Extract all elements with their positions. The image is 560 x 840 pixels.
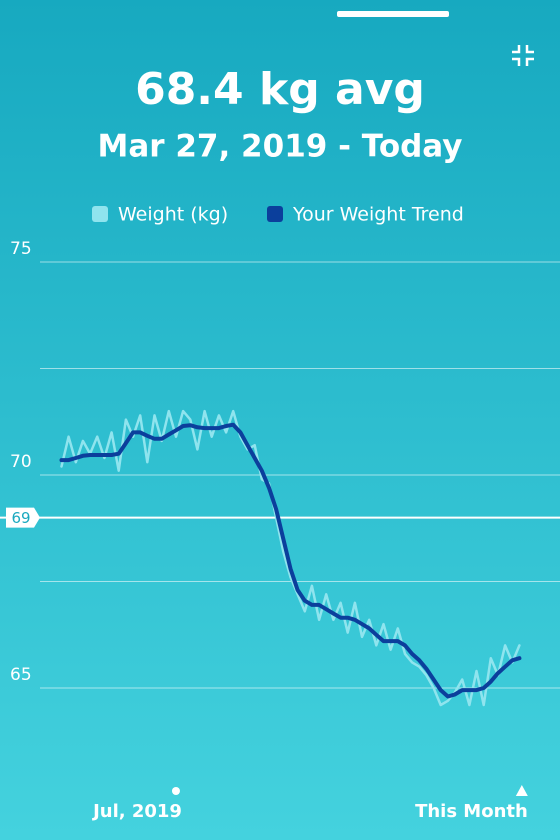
goal-label: 69 — [11, 509, 30, 527]
legend: Weight (kg) Your Weight Trend — [92, 204, 464, 226]
collapse-icon[interactable] — [512, 45, 534, 66]
legend-swatch — [92, 206, 108, 222]
x-tick-marker — [171, 787, 180, 795]
chart-subtitle: Mar 27, 2019 - Today — [98, 129, 463, 165]
weight-line — [60, 409, 521, 707]
goal-tag — [6, 507, 40, 528]
legend-label: Your Weight Trend — [292, 204, 464, 226]
y-tick-label: 65 — [10, 665, 32, 685]
chart-title: 68.4 kg avg — [135, 64, 425, 115]
legend-label: Weight (kg) — [118, 204, 228, 226]
tab-indicator — [337, 11, 449, 17]
y-tick-label: 75 — [10, 239, 32, 259]
legend-swatch — [267, 206, 283, 222]
x-tick-marker — [515, 785, 528, 796]
trend-line — [59, 422, 522, 699]
x-tick-label: This Month — [415, 801, 528, 822]
y-tick-label: 70 — [10, 452, 32, 472]
x-tick-label: Jul, 2019 — [91, 801, 182, 822]
